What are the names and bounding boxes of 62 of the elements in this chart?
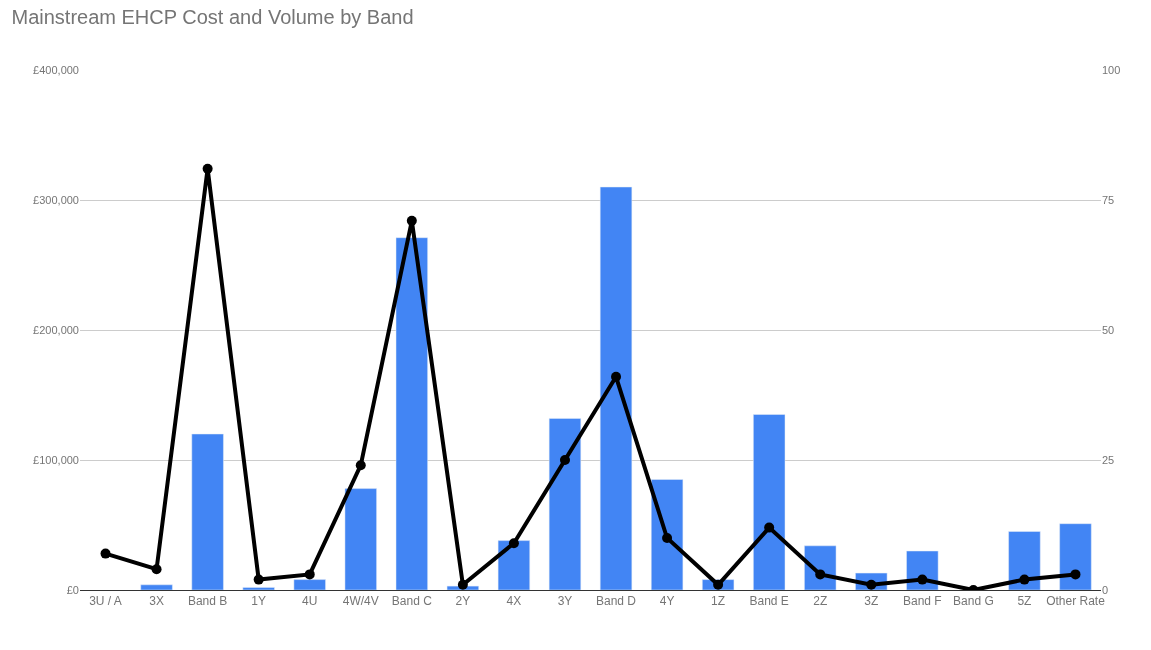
y2-tick-label: 100 [1102, 63, 1121, 76]
x-tick-label: 4Y [659, 594, 675, 609]
x-tick-label: 1Y [251, 594, 267, 609]
y-tick-label: £0 [66, 583, 79, 596]
y-tick-label: £300,000 [33, 193, 79, 206]
y-tick-label: £200,000 [33, 323, 79, 336]
x-tick-label: 4U [302, 594, 318, 609]
y2-tick-label: 0 [1102, 583, 1109, 596]
point [151, 564, 162, 575]
bar [651, 479, 684, 590]
point [917, 574, 928, 585]
x-tick-label: Band D [596, 594, 637, 609]
x-tick-label: 4X [506, 594, 522, 609]
y2-tick-label: 50 [1102, 323, 1115, 336]
x-tick-label: 3Z [864, 594, 879, 609]
x-tick-label: 3X [149, 594, 164, 609]
bar [1008, 531, 1041, 590]
point [713, 579, 724, 590]
bar [1059, 523, 1092, 590]
point [1070, 569, 1081, 580]
point [764, 522, 775, 533]
x-tick-label: 1Z [711, 594, 726, 609]
x-tick-label: 4W/4V [342, 594, 379, 609]
x-tick-label: Band G [953, 594, 994, 609]
x-tick-label: 2Z [813, 594, 828, 609]
chart-title: Mainstream EHCP Cost and Volume by Band [11, 5, 414, 28]
y2-tick-label: 25 [1102, 453, 1115, 466]
x-tick-label: Other Rate [1046, 594, 1106, 609]
y-tick-label: £400,000 [33, 63, 79, 76]
point [457, 579, 468, 590]
bar [395, 237, 428, 590]
x-tick-label: 2Y [455, 594, 471, 609]
point [508, 538, 519, 549]
point [406, 215, 417, 226]
x-tick-label: 3Y [557, 594, 573, 609]
point [815, 569, 826, 580]
point [202, 163, 213, 174]
bar [497, 540, 530, 590]
point [662, 533, 673, 543]
x-tick-label: Band B [187, 594, 228, 609]
point [304, 569, 315, 580]
bar [293, 579, 326, 590]
y-tick-label: £100,000 [33, 453, 79, 466]
y2-tick-label: 75 [1102, 193, 1115, 206]
point [559, 455, 570, 465]
point [100, 548, 111, 559]
x-tick-label: Band C [391, 594, 433, 609]
point [1019, 574, 1030, 585]
point [611, 371, 622, 382]
bar [242, 587, 275, 590]
bar [753, 414, 786, 590]
bar [140, 584, 173, 590]
x-tick-label: Band E [749, 594, 789, 609]
bar [344, 488, 377, 590]
point [253, 574, 264, 585]
point [355, 460, 366, 471]
bar [548, 418, 582, 590]
x-tick-label: 5Z [1017, 594, 1032, 609]
x-tick-label: Band F [902, 594, 942, 609]
bar [599, 186, 633, 590]
bar [191, 433, 224, 590]
x-tick-label: 3U / A [89, 594, 122, 609]
